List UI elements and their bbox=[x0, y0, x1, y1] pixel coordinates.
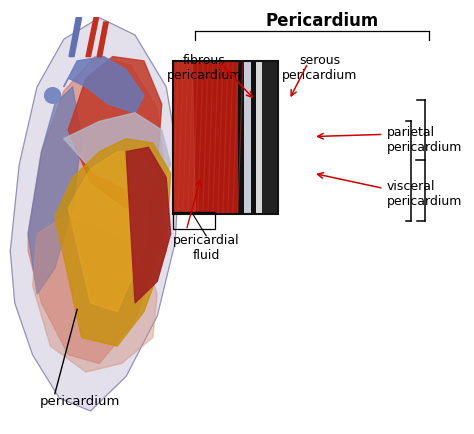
Bar bbox=[244, 62, 251, 215]
Bar bbox=[173, 62, 278, 215]
Text: pericardium: pericardium bbox=[39, 394, 119, 407]
Polygon shape bbox=[64, 57, 144, 114]
Polygon shape bbox=[86, 19, 99, 57]
Polygon shape bbox=[64, 114, 171, 191]
Bar bbox=[238, 62, 244, 215]
Text: parietal
pericardium: parietal pericardium bbox=[387, 125, 462, 153]
Bar bbox=[173, 213, 215, 230]
Polygon shape bbox=[28, 57, 166, 364]
Polygon shape bbox=[68, 152, 153, 312]
Text: pericardial
fluid: pericardial fluid bbox=[173, 233, 239, 261]
Text: fibrous
pericardium: fibrous pericardium bbox=[166, 54, 242, 82]
Bar bbox=[173, 62, 278, 215]
Polygon shape bbox=[68, 57, 162, 208]
Polygon shape bbox=[97, 23, 108, 57]
Text: Pericardium: Pericardium bbox=[265, 12, 379, 30]
Polygon shape bbox=[55, 139, 171, 346]
Bar bbox=[173, 62, 238, 215]
Polygon shape bbox=[10, 19, 180, 411]
Polygon shape bbox=[69, 19, 82, 57]
Text: visceral
pericardium: visceral pericardium bbox=[387, 179, 462, 207]
Polygon shape bbox=[33, 217, 157, 372]
Circle shape bbox=[45, 89, 61, 104]
Polygon shape bbox=[28, 88, 82, 295]
Bar bbox=[262, 62, 278, 215]
Text: serous
pericardium: serous pericardium bbox=[282, 54, 357, 82]
Bar bbox=[255, 62, 262, 215]
Polygon shape bbox=[126, 148, 171, 303]
Bar bbox=[251, 62, 255, 215]
Polygon shape bbox=[173, 62, 196, 215]
